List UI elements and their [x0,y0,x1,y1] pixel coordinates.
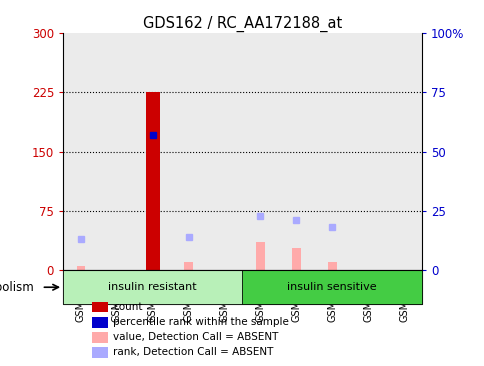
Bar [291,248,300,270]
Text: insulin resistant: insulin resistant [108,282,197,292]
Bar [99,33,135,270]
Title: GDS162 / RC_AA172188_at: GDS162 / RC_AA172188_at [143,15,341,31]
Text: value, Detection Call = ABSENT: value, Detection Call = ABSENT [113,332,278,343]
Bar [91,347,107,358]
Bar [91,302,107,313]
Bar [63,270,242,305]
Text: metabolism: metabolism [0,281,34,294]
Bar [314,33,349,270]
Text: insulin sensitive: insulin sensitive [287,282,376,292]
Bar [349,33,385,270]
Text: count: count [113,302,142,312]
Bar [91,332,107,343]
Text: percentile rank within the sample: percentile rank within the sample [113,317,288,327]
Bar [278,33,314,270]
Bar [385,33,421,270]
Bar [63,33,99,270]
Bar [145,92,160,270]
Bar [170,33,206,270]
Bar [327,262,336,270]
Bar [242,270,421,305]
Bar [184,262,193,270]
Bar [76,266,85,270]
Bar [256,242,264,270]
Text: rank, Detection Call = ABSENT: rank, Detection Call = ABSENT [113,347,273,358]
Bar [206,33,242,270]
Bar [135,33,170,270]
Bar [242,33,278,270]
Bar [91,317,107,328]
